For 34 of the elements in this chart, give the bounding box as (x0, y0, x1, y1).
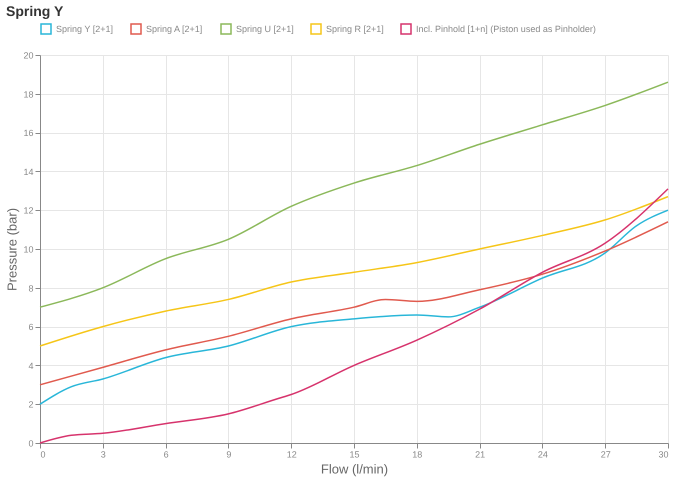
legend-label: Spring R [2+1] (326, 24, 384, 34)
y-tick-label: 14 (23, 166, 34, 177)
line-series (39, 221, 669, 386)
y-tick-label: 0 (28, 438, 34, 448)
x-tick-label: 0 (40, 450, 46, 460)
y-tick-label: 12 (23, 206, 34, 216)
legend-label: Spring U [2+1] (236, 24, 294, 34)
y-tick-label: 2 (28, 400, 34, 410)
y-tick-label: 16 (23, 128, 34, 138)
line-series (39, 209, 669, 405)
x-tick-label: 12 (286, 450, 297, 460)
y-tick-label: 8 (28, 283, 34, 294)
y-axis-title: Pressure (bar) (4, 208, 20, 292)
x-tick-label: 24 (538, 450, 548, 460)
y-tick-label: 18 (23, 89, 34, 100)
x-tick-label: 9 (226, 450, 232, 460)
x-tick-label: 6 (164, 450, 169, 460)
legend-label: Spring A [2+1] (146, 24, 202, 34)
line-series (39, 196, 669, 347)
line-series (39, 81, 669, 308)
x-tick-label: 27 (600, 450, 611, 460)
y-tick-label: 4 (28, 360, 34, 371)
x-tick-label: 21 (475, 450, 486, 460)
x-axis-title: Flow (l/min) (320, 462, 388, 476)
x-tick-label: 15 (349, 450, 360, 460)
x-tick-label: 30 (658, 450, 668, 460)
x-tick-label: 3 (100, 450, 106, 460)
legend-label: Incl. Pinhold [1+n] (Piston used as Pinholder) (416, 24, 596, 34)
x-tick-label: 18 (412, 450, 422, 460)
y-tick-label: 20 (23, 50, 34, 60)
legend-label: Spring Y [2+1] (56, 24, 113, 34)
y-tick-label: 6 (28, 322, 34, 332)
y-tick-label: 10 (23, 244, 34, 254)
chart-title: Spring Y (6, 3, 64, 19)
